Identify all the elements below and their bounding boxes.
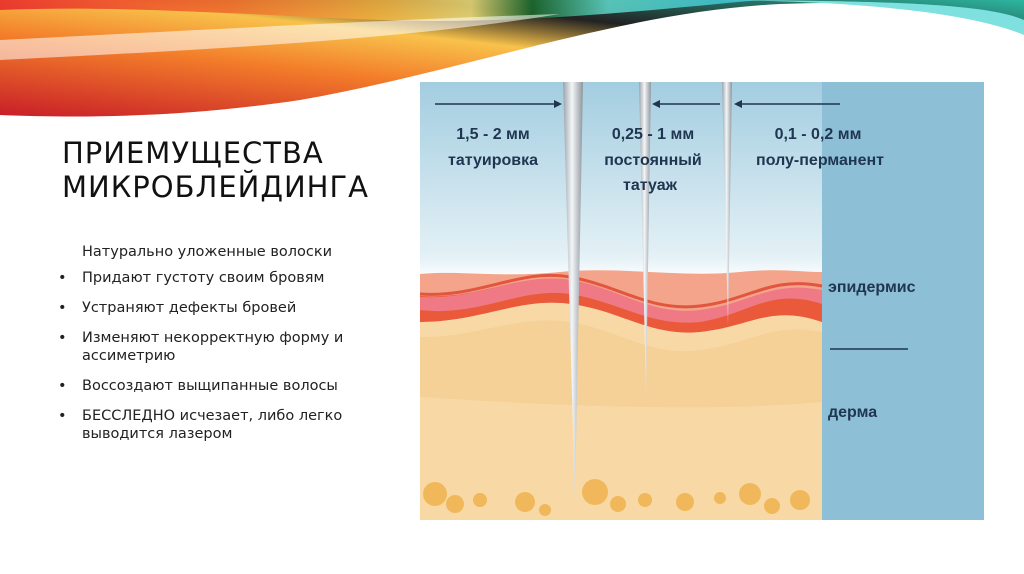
skin-depth-diagram: 1,5 - 2 мм татуировка 0,25 - 1 мм постоя… [420, 82, 984, 520]
epidermis-line [420, 273, 823, 309]
type-label-permanent-1: постоянный [604, 152, 701, 169]
depth-label-tattoo: 1,5 - 2 мм [456, 126, 529, 143]
slide-body: Натурально уложенные волоски • Придают гу… [58, 243, 398, 455]
depth-arrows [435, 100, 908, 350]
type-label-permanent-2: татуаж [623, 177, 678, 194]
needle-permanent [639, 82, 651, 394]
decorative-ribbon [0, 0, 1024, 117]
list-item-text: БЕССЛЕДНО исчезает, либо легко выводится… [82, 408, 343, 442]
bullet-icon: • [58, 270, 67, 286]
fat-cells [423, 479, 810, 516]
epidermis-pink [420, 278, 822, 323]
list-item: • Изменяют некорректную форму и ассиметри… [58, 329, 398, 365]
list-item: • Воссоздают выщипанные волосы [58, 377, 398, 395]
bullet-icon: • [58, 378, 67, 394]
slide-title: ПРИЕМУЩЕСТВА МИКРОБЛЕЙДИНГА [62, 136, 369, 204]
type-label-tattoo: татуировка [448, 152, 538, 169]
bullet-icon: • [58, 408, 67, 424]
benefits-list: • Придают густоту своим бровям • Устраняют… [58, 269, 398, 443]
depth-label-permanent: 0,25 - 1 мм [612, 126, 694, 143]
bullet-icon: • [58, 300, 67, 316]
needle-semi-permanent [722, 82, 732, 325]
type-label-semi: полу-перманент [756, 152, 884, 169]
epidermis-label: эпидермис [828, 279, 916, 296]
dermis-label: дерма [828, 404, 877, 421]
needle-tattoo [563, 82, 583, 500]
list-item: • Устраняют дефекты бровей [58, 299, 398, 317]
list-item-text: Изменяют некорректную форму и ассиметрию [82, 330, 344, 364]
dermis-deep [420, 320, 822, 408]
list-item-text: Придают густоту своим бровям [82, 270, 325, 286]
list-item-text: Воссоздают выщипанные волосы [82, 378, 338, 394]
list-item-text: Устраняют дефекты бровей [82, 300, 297, 316]
list-item: • БЕССЛЕДНО исчезает, либо легко выводитс… [58, 407, 398, 443]
intro-text: Натурально уложенные волоски [82, 244, 333, 260]
depth-label-semi: 0,1 - 0,2 мм [775, 126, 862, 143]
title-line-1: ПРИЕМУЩЕСТВА [62, 136, 324, 170]
title-line-2: МИКРОБЛЕЙДИНГА [62, 170, 370, 204]
list-item: • Придают густоту своим бровям [58, 269, 398, 287]
bullet-icon: • [58, 330, 67, 346]
